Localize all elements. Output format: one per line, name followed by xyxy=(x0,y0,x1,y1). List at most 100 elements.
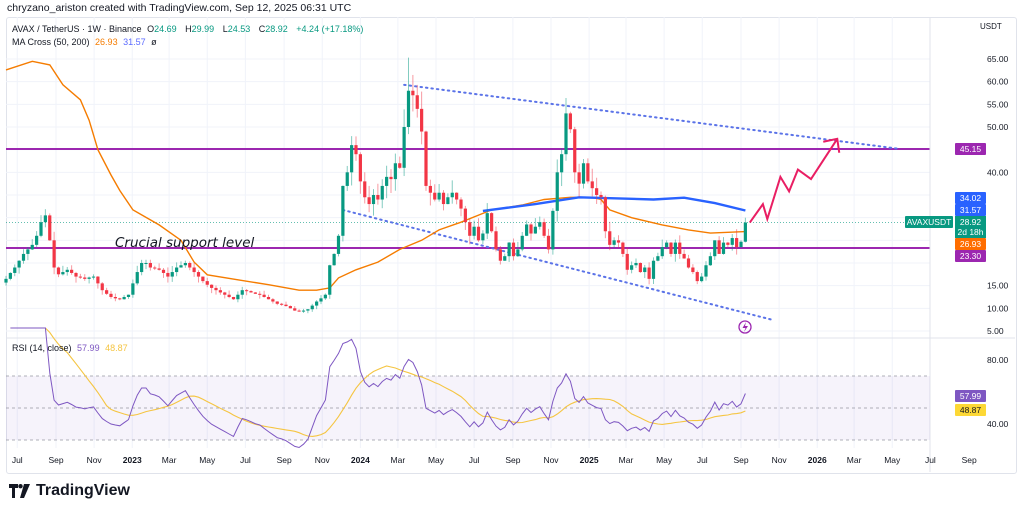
high-label: H xyxy=(185,24,192,34)
ma-indicator-name[interactable]: MA Cross (50, 200) xyxy=(12,37,90,47)
candle-body xyxy=(262,294,266,297)
time-tick-label: Nov xyxy=(543,455,559,465)
candle-body xyxy=(135,272,139,284)
candle-body xyxy=(236,294,240,300)
time-tick-label: May xyxy=(199,455,216,465)
candle-body xyxy=(621,242,625,254)
symbol-tag-bg xyxy=(905,216,953,228)
price-tick-label: 40.00 xyxy=(987,167,1009,177)
candle-body xyxy=(26,249,30,254)
candle-body xyxy=(240,290,244,295)
rsi-tag: 57.99 xyxy=(960,391,982,401)
candle-body xyxy=(113,296,117,299)
candle-body xyxy=(446,197,450,205)
close-value: 28.92 xyxy=(265,24,288,34)
time-axis[interactable]: Jul Sep Nov 2023 Mar May Jul Sep Nov 2024 Mar May Ju… xyxy=(12,455,977,465)
candle-body xyxy=(70,269,74,273)
candle-body xyxy=(341,185,345,236)
ma50-tag: 26.93 xyxy=(960,239,982,249)
open-value: 24.69 xyxy=(154,24,177,34)
candle-body xyxy=(100,283,104,291)
candle-body xyxy=(625,253,629,270)
candle-body xyxy=(144,262,148,264)
candle-body xyxy=(717,240,721,254)
time-tick-label: Nov xyxy=(315,455,331,465)
candle-body xyxy=(332,253,336,266)
blue-price-tag: 34.02 xyxy=(960,193,982,203)
time-tick-label: Sep xyxy=(48,455,63,465)
candle-body xyxy=(647,267,651,279)
price-tick-label: 5.00 xyxy=(987,326,1004,336)
rsi-value: 57.99 xyxy=(77,343,100,353)
ma200-tag: 31.57 xyxy=(960,205,982,215)
time-tick-label: Mar xyxy=(619,455,634,465)
candle-body xyxy=(153,267,157,269)
channel-lines xyxy=(341,83,900,321)
symbol-legend: AVAX / TetherUS · 1W · Binance O24.69 H2… xyxy=(12,23,366,49)
rsi-tick-label: 80.00 xyxy=(987,355,1009,365)
candle-body xyxy=(43,215,47,223)
candle-body xyxy=(363,181,367,198)
candle-body xyxy=(275,301,279,304)
candle-body xyxy=(161,269,166,273)
candle-body xyxy=(354,145,358,155)
currency-label[interactable]: USDT xyxy=(980,22,1002,31)
tradingview-logo[interactable]: TradingView xyxy=(9,482,130,500)
candle-body xyxy=(533,226,537,234)
candle-body xyxy=(96,276,100,284)
candle-body xyxy=(739,241,743,248)
price-tick-label: 10.00 xyxy=(987,303,1009,313)
candle-body xyxy=(105,290,109,294)
price-axis[interactable]: 65.00 60.00 55.00 50.00 40.00 15.00 10.00 5.00 xyxy=(987,54,1009,336)
candle-body xyxy=(630,265,634,270)
candle-body xyxy=(494,231,498,250)
price-tick-label: 60.00 xyxy=(987,77,1009,87)
candle-body xyxy=(170,272,174,277)
candle-body xyxy=(704,265,708,277)
candle-body xyxy=(691,267,695,273)
hidden-icon[interactable]: ø xyxy=(151,37,157,47)
candle-body xyxy=(371,194,376,205)
chart-frame xyxy=(6,17,1017,474)
rsi-tag-bg xyxy=(955,390,986,402)
candle-body xyxy=(441,192,446,205)
candle-body xyxy=(586,163,590,182)
candle-body xyxy=(192,267,196,273)
tradingview-wordmark: TradingView xyxy=(36,482,130,499)
candle-body xyxy=(560,154,564,173)
candle-body xyxy=(166,272,170,277)
time-tick-label: Mar xyxy=(162,455,177,465)
candle-body xyxy=(65,269,69,273)
candle-body xyxy=(131,283,135,295)
rsi-indicator-name[interactable]: RSI (14, close) xyxy=(12,343,72,353)
candle-body xyxy=(551,210,555,250)
candle-body xyxy=(245,290,249,292)
candles xyxy=(4,57,747,314)
candle-body xyxy=(713,240,717,257)
candle-body xyxy=(389,176,393,180)
candle-body xyxy=(218,290,222,293)
countdown-tag: 2d 18h xyxy=(958,227,984,237)
candle-body xyxy=(319,298,323,302)
candle-body xyxy=(450,192,454,198)
candle-body xyxy=(420,108,424,132)
channel-lower-line xyxy=(341,208,773,321)
symbol-title[interactable]: AVAX / TetherUS · 1W · Binance xyxy=(12,24,142,34)
alert-icon[interactable] xyxy=(738,320,752,334)
candle-body xyxy=(280,303,284,305)
candle-body xyxy=(249,291,253,293)
candle-body xyxy=(481,233,485,241)
candle-body xyxy=(643,267,647,273)
blue-price-tag-bg xyxy=(955,192,986,204)
ma50-line xyxy=(5,60,746,291)
candle-body xyxy=(56,267,61,275)
candle-body xyxy=(201,276,205,282)
rsi-ma-tag-bg xyxy=(955,404,986,416)
candle-body xyxy=(573,129,577,173)
low-label: L xyxy=(222,24,228,34)
candle-body xyxy=(297,310,301,312)
candle-body xyxy=(345,172,349,186)
rsi-ma-tag: 48.87 xyxy=(960,405,982,415)
time-tick-label: Sep xyxy=(277,455,292,465)
